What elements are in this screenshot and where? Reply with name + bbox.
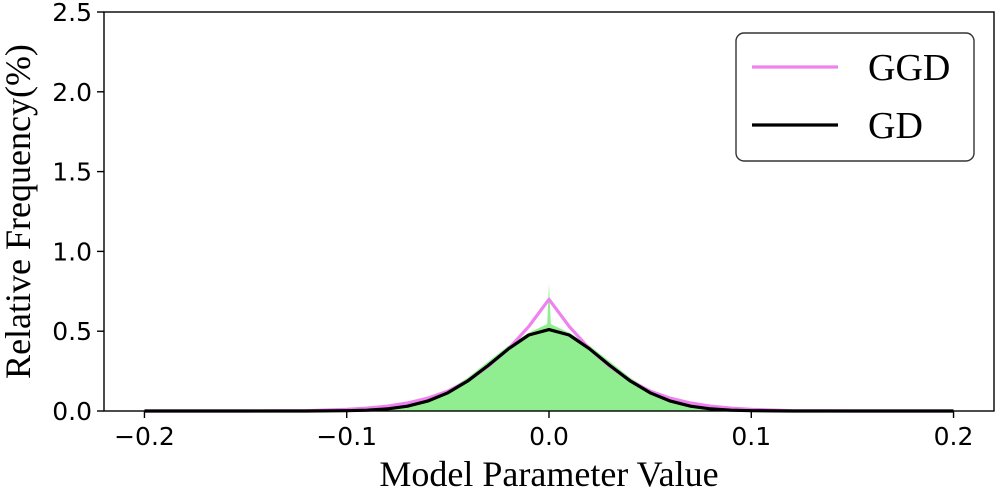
- y-tick-label: 2.5: [52, 0, 92, 27]
- x-tick-label: 0.2: [934, 422, 974, 451]
- plot-area: [144, 283, 954, 413]
- x-tick-label: −0.2: [114, 422, 175, 451]
- histogram-peak: [543, 283, 555, 411]
- x-axis-title: Model Parameter Value: [379, 454, 718, 494]
- series-line-ggd: [144, 297, 954, 413]
- histogram: [346, 283, 752, 411]
- y-tick-label: 0.5: [52, 317, 92, 346]
- x-tick-label: 0.1: [731, 422, 771, 451]
- legend-label-gd: GD: [868, 105, 923, 147]
- y-tick-label: 2.0: [52, 78, 92, 107]
- y-tick-label: 1.0: [52, 237, 92, 266]
- y-tick-label: 1.5: [52, 158, 92, 187]
- legend: GGD GD: [735, 32, 975, 162]
- x-tick-label: −0.1: [316, 422, 377, 451]
- legend-box: [735, 32, 975, 162]
- x-tick-label: 0.0: [529, 422, 569, 451]
- series-lines: [144, 297, 954, 413]
- y-axis-ticks: 0.0 0.5 1.0 1.5 2.0 2.5: [52, 0, 104, 426]
- y-tick-label: 0.0: [52, 397, 92, 426]
- y-axis-title: Relative Frequency(%): [0, 44, 38, 379]
- series-line-gd: [144, 328, 954, 413]
- legend-label-ggd: GGD: [868, 47, 950, 89]
- x-axis-ticks: −0.2 −0.1 0.0 0.1 0.2: [114, 411, 973, 451]
